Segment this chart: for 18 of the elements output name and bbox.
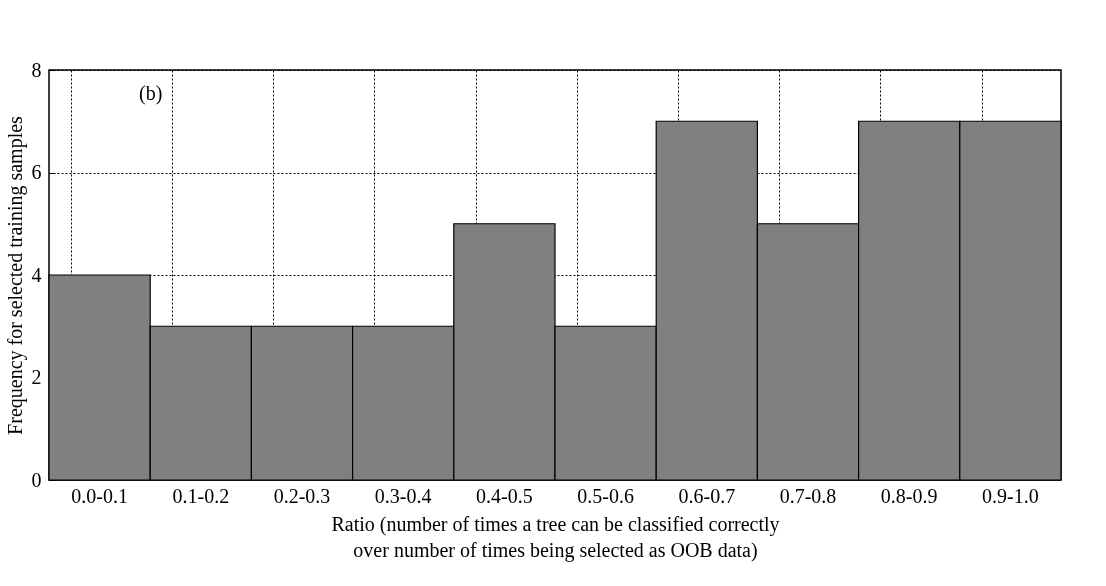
x-tick-label: 0.5-0.6: [577, 484, 634, 507]
y-tick-label: 4: [31, 263, 42, 286]
x-tick-label: 0.6-0.7: [678, 484, 736, 507]
y-tick-label: 2: [31, 366, 42, 388]
annotation: (b): [139, 82, 163, 105]
y-tick-label: 8: [31, 58, 42, 81]
x-tick-label: 0.1-0.2: [172, 484, 230, 507]
y-axis-title: Frequency for selected training samples: [3, 115, 27, 435]
x-tick-label: 0.7-0.8: [779, 484, 837, 507]
x-tick-label: 0.2-0.3: [273, 484, 331, 507]
x-axis-title: Ratio (number of times a tree can be classified correctly over number of times being selected as OOB data): [331, 512, 780, 562]
x-tick-label: 0.3-0.4: [374, 484, 432, 507]
x-tick-label: 0.4-0.5: [476, 484, 533, 507]
y-tick-label: 0: [31, 468, 42, 491]
x-tick-label: 0.0-0.1: [71, 484, 128, 507]
x-tick-label: 0.9-1.0: [982, 484, 1039, 507]
x-tick-label: 0.8-0.9: [880, 484, 938, 507]
y-tick-label: 6: [31, 161, 42, 183]
